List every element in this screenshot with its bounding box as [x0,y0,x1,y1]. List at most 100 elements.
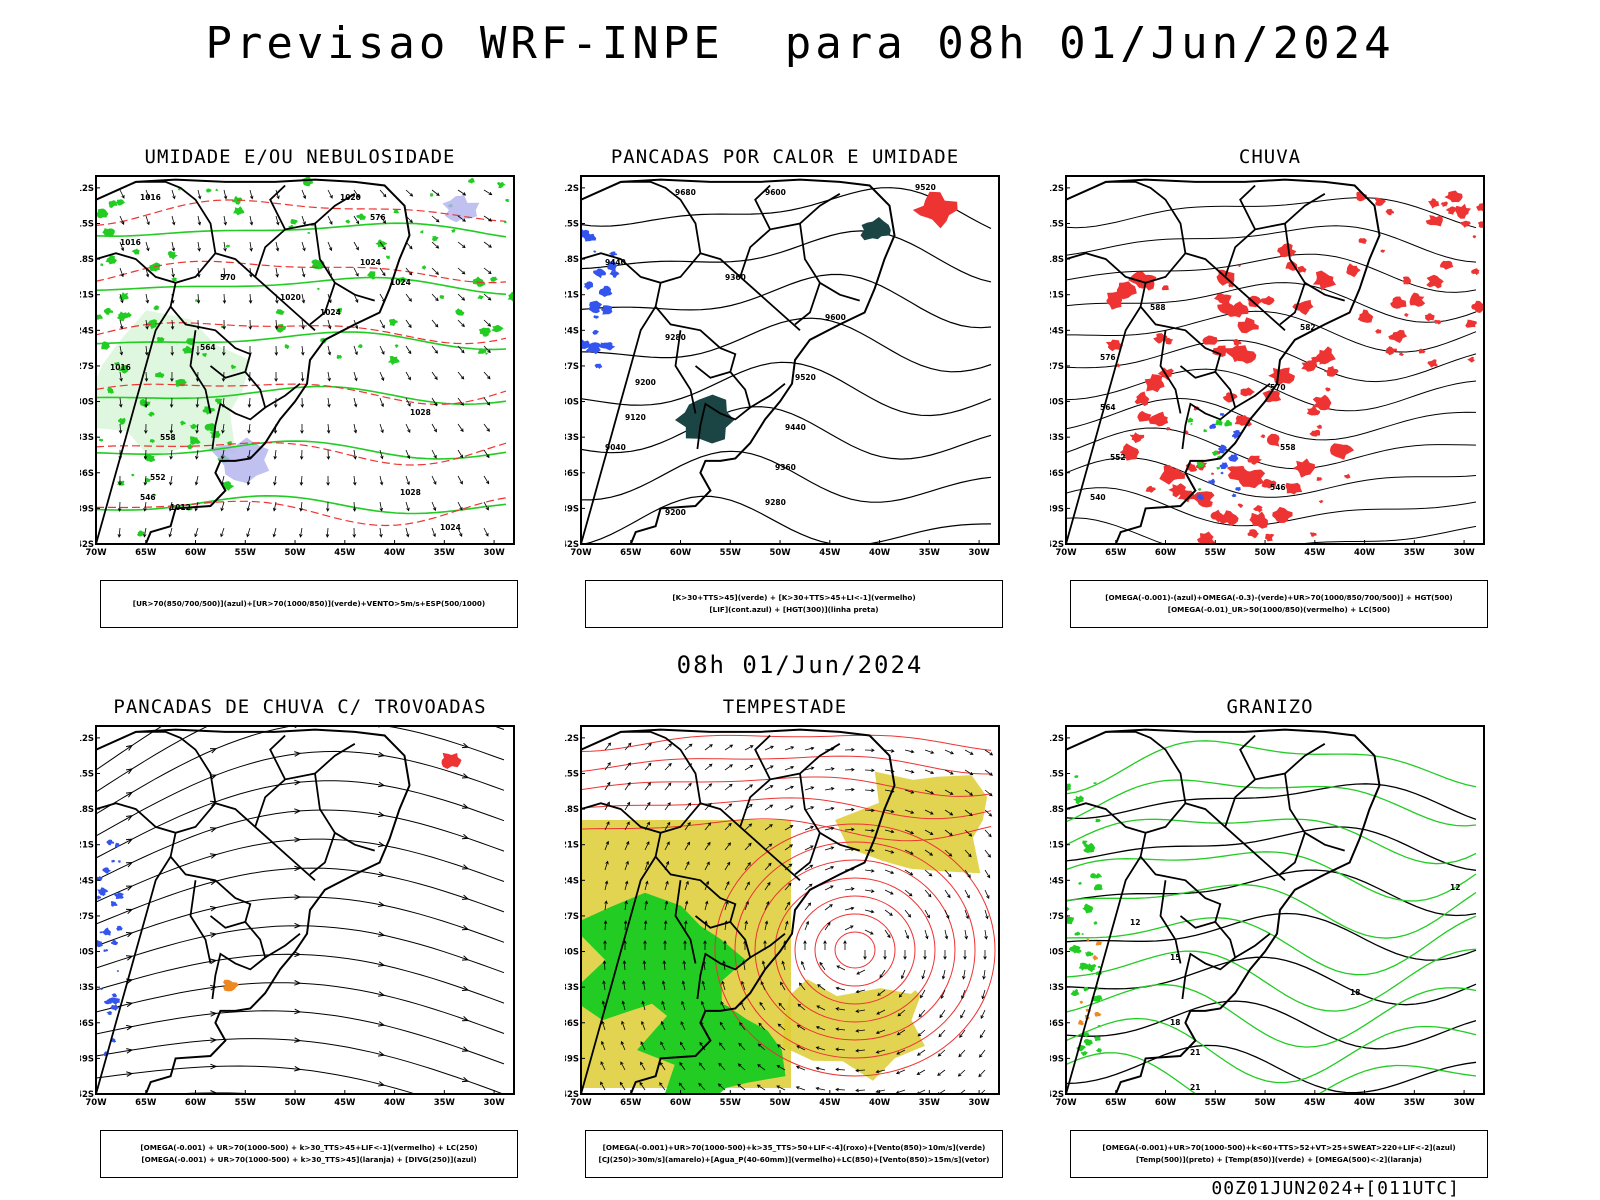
lat-tick-label: 30S [565,948,579,958]
lat-tick-label: 24S [80,326,94,336]
wind-vector [405,501,410,512]
lon-tick-label: 35W [919,548,941,558]
thickness-line [96,322,507,345]
wind-vector [143,475,148,486]
lat-tick-label: 15S [565,219,579,229]
humidity-green-area [205,188,212,193]
lon-tick-label: 40W [384,1098,406,1108]
contour-label: 570 [220,273,236,282]
wind-arrow [210,984,218,991]
temp850-contour [1066,915,1075,925]
rain-red-area [1119,443,1140,461]
wind-vector [273,397,278,408]
wind850-vector [824,787,835,791]
wind850-vector [944,909,950,919]
wind-vector [353,189,360,199]
political-border [1224,193,1326,278]
humidity-green-area [115,199,125,206]
wind850-vector [981,989,986,1000]
wind-arrow [126,1048,134,1054]
contour-label: 564 [1100,403,1116,412]
wind-vector [379,475,384,486]
contour-label: 9600 [765,188,786,197]
panel-tempestade: TEMPESTADE 12S 15S 18S 21S 24S 27S 30S 33S 36S 39… [565,696,1005,1196]
panel-pancadas-calor: PANCADAS POR CALOR E UMIDADE 9680 9600 952… [565,146,1005,646]
wind-vector [168,501,173,512]
wind-vector [195,397,200,408]
humidity-green-area [485,352,489,355]
political-border [96,181,217,284]
wind-arrow [461,803,470,809]
rain-red-area [1465,319,1477,328]
lon-tick-label: 55W [235,548,257,558]
contour-label: 9040 [605,443,626,452]
lat-tick-label: 18S [565,255,579,265]
political-border [754,184,771,230]
contour-label: 540 [1090,493,1106,502]
wind-vector [483,449,490,459]
wind850-vector [640,1041,646,1051]
wind-arrow [126,1095,132,1100]
contour-label: 1028 [400,488,421,497]
political-border [1139,282,1222,379]
wind-arrow [461,864,470,870]
wind850-vector [884,909,893,916]
wind-vector [326,423,331,434]
contour-label: 582 [1300,323,1316,332]
rain-blue-area [1231,493,1237,498]
wind-vector [272,501,277,512]
temp850-contour [1083,842,1096,853]
rain-red-area [1249,511,1268,529]
wind-arrow [378,1051,386,1057]
streamline [96,953,505,1004]
isobar-green [96,276,507,296]
wind850-vector [784,882,792,891]
humidity-green-area [467,177,475,184]
hgt500-contour [1066,517,1477,544]
wind-vector [301,267,306,278]
map-layers [581,728,996,1094]
contour-label: 9280 [665,333,686,342]
coastline [96,728,411,1094]
rain-red-area [1260,434,1266,439]
temp850-contour [1066,818,1477,865]
legend-line: [K>30+TTS>45](verde) + [K>30+TTS>45+LI<-… [672,593,916,602]
wind850-vector [682,960,687,971]
lat-tick-label: 24S [80,876,94,886]
streamline [96,982,505,1034]
panel-legend: [OMEGA(-0.001)+UR>70(1000-500)+k<60+TTS>… [1070,1130,1488,1178]
wind850-vector [624,860,629,871]
lon-tick-label: 70W [570,548,592,558]
lat-tick-label: 33S [1050,983,1064,993]
wind850-vector [835,1047,846,1052]
political-border [581,731,702,834]
wind850-vector [924,789,934,795]
wind-vector [272,527,277,538]
wind-arrow [210,958,218,965]
precipitable-water-contour [754,859,956,1041]
lat-tick-label: 42S [80,1090,94,1100]
wind-vector [273,449,277,460]
wind850-vector [855,1068,866,1073]
wind-vector [326,475,330,486]
wind-vector [353,345,358,356]
wind850-vector [757,1043,766,1051]
humidity-green-area [100,263,104,267]
wind-vector [119,189,125,199]
rain-red-area [1219,510,1239,526]
wind850-vector [855,989,866,994]
rain-red-area [1418,348,1426,354]
wind-vector [299,475,304,486]
rain-red-area [1344,473,1351,479]
wind850-vector [624,900,628,911]
wind-vector [169,449,173,460]
humidity-green-area [345,219,351,224]
wind-vector [431,371,438,381]
wind850-vector [797,1003,806,1011]
wind850-vector [778,1002,786,1011]
humidity-green-area [119,292,129,301]
wind-vector [171,215,176,226]
panel-granizo: GRANIZO 12 12 15 18 21 18 21 12S 15S 18S 21S 24S 27S… [1050,696,1490,1196]
temp500-contour [1066,956,1477,1006]
wind-vector [273,475,277,486]
